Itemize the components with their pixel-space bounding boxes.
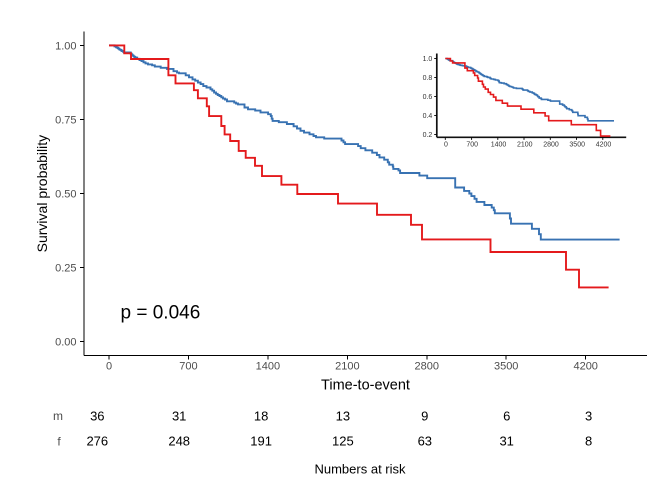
svg-text:1400: 1400: [256, 361, 280, 373]
svg-text:3500: 3500: [569, 142, 585, 149]
svg-text:191: 191: [250, 434, 272, 449]
svg-text:0.6: 0.6: [423, 94, 433, 101]
svg-text:6: 6: [503, 409, 510, 424]
svg-text:1.0: 1.0: [423, 56, 433, 63]
svg-text:0: 0: [106, 361, 112, 373]
svg-text:700: 700: [466, 142, 478, 149]
svg-text:1.00: 1.00: [55, 40, 76, 52]
svg-text:1400: 1400: [491, 142, 507, 149]
svg-text:8: 8: [585, 434, 592, 449]
svg-text:Numbers at risk: Numbers at risk: [314, 462, 406, 477]
svg-text:Survival probability: Survival probability: [34, 135, 50, 253]
svg-text:9: 9: [421, 409, 428, 424]
svg-text:4200: 4200: [596, 142, 612, 149]
svg-text:m: m: [53, 409, 63, 423]
svg-text:2800: 2800: [415, 361, 439, 373]
svg-text:700: 700: [179, 361, 197, 373]
svg-text:f: f: [57, 435, 61, 449]
svg-text:2100: 2100: [335, 361, 359, 373]
svg-text:31: 31: [172, 409, 186, 424]
svg-text:0.8: 0.8: [423, 75, 433, 82]
svg-text:3: 3: [585, 409, 592, 424]
svg-text:2100: 2100: [517, 142, 533, 149]
svg-text:31: 31: [499, 434, 513, 449]
svg-text:248: 248: [168, 434, 190, 449]
svg-text:4200: 4200: [573, 361, 597, 373]
svg-text:Time-to-event: Time-to-event: [321, 378, 410, 394]
svg-text:0.50: 0.50: [55, 189, 76, 201]
svg-text:125: 125: [332, 434, 354, 449]
svg-text:0.75: 0.75: [55, 115, 76, 127]
svg-text:2800: 2800: [543, 142, 559, 149]
svg-text:3500: 3500: [494, 361, 518, 373]
svg-text:276: 276: [86, 434, 108, 449]
svg-text:p = 0.046: p = 0.046: [121, 303, 201, 324]
svg-text:0.4: 0.4: [423, 113, 433, 120]
svg-text:36: 36: [90, 409, 104, 424]
svg-text:0: 0: [444, 142, 448, 149]
svg-text:0.2: 0.2: [423, 132, 433, 139]
svg-text:18: 18: [254, 409, 268, 424]
svg-text:13: 13: [336, 409, 350, 424]
svg-text:63: 63: [418, 434, 432, 449]
svg-text:0.00: 0.00: [55, 337, 76, 349]
svg-text:0.25: 0.25: [55, 263, 76, 275]
